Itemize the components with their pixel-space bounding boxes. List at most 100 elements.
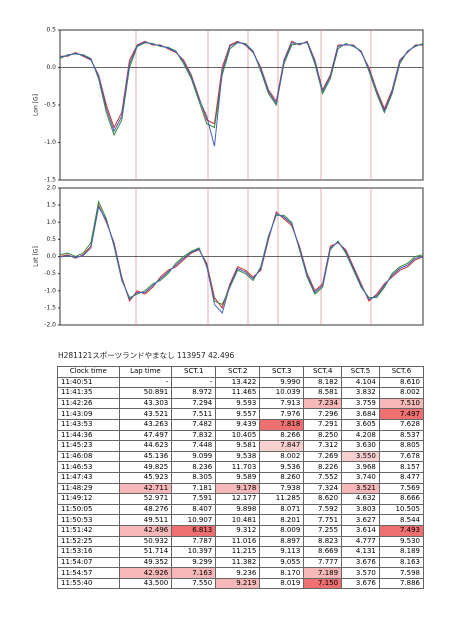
table-cell: 11:47:43 bbox=[57, 471, 120, 484]
table-cell: 7.777 bbox=[303, 556, 343, 569]
table-cell: 4.208 bbox=[341, 429, 380, 442]
table-cell: 3.832 bbox=[341, 387, 380, 399]
table-cell: 7.189 bbox=[303, 567, 343, 579]
table-cell: 47.497 bbox=[118, 429, 173, 442]
table-row: 11:45:23 44.623 7.448 9.581 7.847 7.312 3.630 8… bbox=[57, 440, 425, 452]
table-cell: 9.439 bbox=[215, 418, 261, 431]
table-cell: 9.099 bbox=[171, 450, 217, 463]
table-cell: 7.497 bbox=[378, 408, 425, 420]
table-cell: 8.537 bbox=[378, 429, 425, 442]
table-cell: SCT.6 bbox=[378, 366, 425, 378]
table-cell: 50.932 bbox=[118, 535, 173, 548]
table-cell: 49.825 bbox=[118, 461, 173, 473]
table-cell: 11.215 bbox=[215, 546, 261, 558]
table-cell: 11:43:53 bbox=[57, 418, 120, 431]
table-cell: 3.803 bbox=[341, 503, 380, 516]
table-cell: 11.465 bbox=[215, 387, 261, 399]
table-row: 11:42:26 43.303 7.294 9.593 7.913 7.234 3.759 7… bbox=[57, 397, 425, 410]
table-cell: 8.002 bbox=[259, 450, 305, 463]
table-cell: 11:55:40 bbox=[57, 577, 120, 590]
table-cell: 8.669 bbox=[303, 546, 343, 558]
table-cell: 7.482 bbox=[171, 418, 217, 431]
table-cell: 9.312 bbox=[215, 524, 261, 537]
table-cell: 42.711 bbox=[118, 482, 173, 495]
table-cell: SCT.4 bbox=[303, 366, 343, 378]
charts: 0.5 0.0 -0.5 -1.0 -1.5 Lon [G] 2.0 1.5 1.0 0.5 0.0… bbox=[33, 27, 424, 329]
table-cell: 4.104 bbox=[341, 376, 380, 389]
table-row: 11:47:43 45.923 8.305 9.589 8.260 7.552 3.740 8… bbox=[57, 471, 425, 484]
table-cell: 3.740 bbox=[341, 471, 380, 484]
table-cell: 52.971 bbox=[118, 493, 173, 505]
y-tick-label: -2.0 bbox=[44, 322, 56, 329]
table-cell: 8.477 bbox=[378, 471, 425, 484]
table-cell: 7.294 bbox=[171, 397, 217, 410]
y-tick-label: 0.0 bbox=[46, 64, 56, 71]
y-axis-label: Lat [G] bbox=[33, 246, 40, 267]
table-cell: 11:49:12 bbox=[57, 493, 120, 505]
table-cell: 8.666 bbox=[378, 493, 425, 505]
table-cell: 7.150 bbox=[303, 577, 343, 590]
table-cell: 7.296 bbox=[303, 408, 343, 420]
table-row: 11:52:25 50.932 7.787 11.016 8.897 8.823 4.777… bbox=[57, 535, 425, 548]
table-cell: 7.787 bbox=[171, 535, 217, 548]
table-cell: Lap time bbox=[118, 366, 173, 378]
table-cell: 43.263 bbox=[118, 418, 173, 431]
series-line bbox=[59, 42, 424, 137]
table-cell: 3.627 bbox=[341, 514, 380, 526]
table-cell: 11:53:16 bbox=[57, 546, 120, 558]
y-tick-label: 1.5 bbox=[46, 202, 56, 209]
table-cell: 3.676 bbox=[341, 556, 380, 569]
table-cell: 8.260 bbox=[259, 471, 305, 484]
table-cell: 11:40:51 bbox=[57, 376, 120, 389]
y-tick-label: 2.0 bbox=[46, 185, 56, 192]
table-cell: 10.039 bbox=[259, 387, 305, 399]
table-cell: 11.285 bbox=[259, 493, 305, 505]
table-cell: 43.303 bbox=[118, 397, 173, 410]
table-cell: SCT.1 bbox=[171, 366, 217, 378]
table-cell: 10.405 bbox=[215, 429, 261, 442]
table-cell: 3.521 bbox=[341, 482, 380, 495]
table-cell: 8.201 bbox=[259, 514, 305, 526]
table-cell: 8.236 bbox=[171, 461, 217, 473]
table-cell: 11:43:09 bbox=[57, 408, 120, 420]
table-cell: 7.181 bbox=[171, 482, 217, 495]
table-cell: 9.299 bbox=[171, 556, 217, 569]
table-cell: 7.511 bbox=[171, 408, 217, 420]
table-cell: 11:50:53 bbox=[57, 514, 120, 526]
table-cell: 3.550 bbox=[341, 450, 380, 463]
table-row: 11:50:05 48.276 8.407 9.898 8.071 7.592 3.803 1… bbox=[57, 503, 425, 516]
table-cell: 49.352 bbox=[118, 556, 173, 569]
caption: H281121スポーツランドやまなし 113957 42.496 bbox=[58, 351, 235, 360]
table-row: 11:46:53 49.825 8.236 11.703 9.536 8.226 3.968… bbox=[57, 461, 425, 473]
table-cell: 11:48:29 bbox=[57, 482, 120, 495]
table-cell: 11:54:07 bbox=[57, 556, 120, 569]
y-tick-label: -1.0 bbox=[44, 287, 56, 294]
table-cell: 9.581 bbox=[215, 440, 261, 452]
table-cell: 11:51:42 bbox=[57, 524, 120, 537]
y-tick-label: -1.0 bbox=[44, 139, 56, 146]
table-row: 11:40:51- -13.422 9.990 8.182 4.104 8.610 bbox=[57, 376, 425, 389]
table-cell: 7.234 bbox=[303, 397, 343, 410]
table-row: 11:51:42 42.496 6.813 9.312 8.009 7.255 3.614 7… bbox=[57, 524, 425, 537]
table-cell: 45.923 bbox=[118, 471, 173, 484]
y-tick-label: 1.0 bbox=[46, 219, 56, 226]
table-cell: 7.886 bbox=[378, 577, 425, 590]
table-cell: 10.397 bbox=[171, 546, 217, 558]
table-cell: 4.777 bbox=[341, 535, 380, 548]
table-cell: 8.823 bbox=[303, 535, 343, 548]
table-cell: 10.907 bbox=[171, 514, 217, 526]
table-cell: 11.016 bbox=[215, 535, 261, 548]
series-line bbox=[59, 200, 424, 306]
table-cell: 9.538 bbox=[215, 450, 261, 463]
table-cell: 6.813 bbox=[171, 524, 217, 537]
table-cell: 3.968 bbox=[341, 461, 380, 473]
table-cell: 8.250 bbox=[303, 429, 343, 442]
table-cell: 7.324 bbox=[303, 482, 343, 495]
table-cell: 8.407 bbox=[171, 503, 217, 516]
table-cell: 48.276 bbox=[118, 503, 173, 516]
table-cell: 42.926 bbox=[118, 567, 173, 579]
series-line bbox=[60, 40, 423, 129]
table-cell: 8.305 bbox=[171, 471, 217, 484]
y-tick-label: -1.5 bbox=[44, 177, 56, 184]
